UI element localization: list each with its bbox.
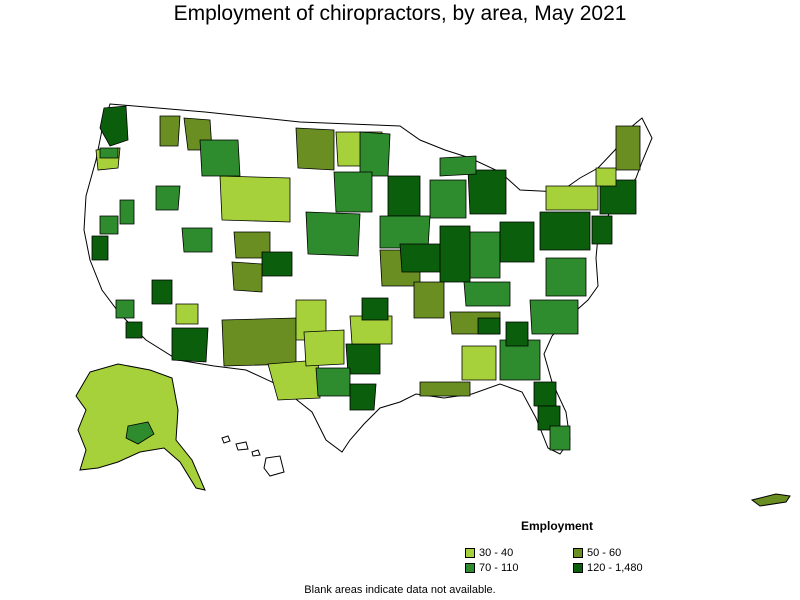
region-fargo	[359, 131, 391, 177]
region-atlanta	[505, 321, 529, 347]
hawaii-islands	[221, 435, 285, 477]
region-tulsa	[361, 297, 389, 321]
region-maine	[615, 125, 641, 171]
region-nashville	[477, 317, 501, 335]
region-tx-west	[267, 359, 321, 401]
region-tx-central	[315, 367, 351, 397]
legend-swatch-50-60	[573, 548, 583, 558]
region-mi-north	[439, 155, 477, 177]
region-nyc	[591, 215, 613, 245]
footnote: Blank areas indicate data not available.	[304, 584, 496, 596]
region-indiana	[469, 231, 501, 279]
region-michigan	[467, 169, 507, 215]
region-montana-central	[199, 139, 241, 177]
legend-item-120-1480: 120 - 1,480	[573, 562, 643, 574]
legend-title: Employment	[521, 519, 594, 533]
region-fl-north	[533, 381, 557, 407]
region-phoenix	[171, 327, 209, 363]
region-iowa	[399, 243, 441, 273]
region-wisconsin	[429, 179, 467, 219]
legend-swatch-70-110	[465, 563, 475, 573]
region-alabama	[461, 345, 497, 381]
region-minneapolis	[387, 175, 421, 217]
region-las-vegas	[151, 279, 173, 305]
region-kentucky	[463, 281, 511, 307]
legend-label-30-40: 30 - 40	[479, 547, 514, 559]
region-reno	[119, 199, 135, 225]
region-nd-west	[295, 127, 335, 171]
region-houston	[349, 383, 377, 411]
region-wyoming	[219, 175, 291, 223]
region-bay-area	[91, 235, 109, 261]
region-tx-north	[303, 329, 345, 367]
region-vermont	[595, 167, 617, 187]
alaska-anchorage-area	[125, 421, 155, 445]
region-az-north	[175, 303, 199, 325]
region-pennsylvania	[539, 211, 591, 251]
region-missouri	[413, 281, 445, 319]
legend-swatch-30-40	[465, 548, 475, 558]
region-ny-upstate	[545, 185, 599, 211]
region-co-south	[231, 261, 263, 293]
region-boise	[155, 185, 181, 211]
region-denver	[261, 251, 293, 277]
employment-regions	[91, 105, 641, 451]
region-portland	[99, 147, 119, 159]
region-spokane	[159, 115, 181, 147]
map-title: Employment of chiropractors, by area, Ma…	[173, 2, 627, 25]
puerto-rico	[750, 493, 791, 507]
region-dallas	[345, 343, 381, 375]
region-illinois	[439, 225, 471, 283]
legend-swatch-120-1480	[573, 563, 583, 573]
legend-item-30-40: 30 - 40	[465, 547, 513, 559]
region-mn-south	[379, 215, 431, 249]
legend-item-70-110: 70 - 110	[465, 562, 519, 574]
region-la	[115, 299, 135, 319]
region-carolinas	[529, 299, 579, 335]
region-utah	[181, 227, 213, 253]
region-sd-east	[333, 171, 373, 213]
legend-label-70-110: 70 - 110	[479, 562, 519, 574]
region-sacramento	[99, 215, 119, 235]
region-virginia	[545, 257, 587, 297]
legend-item-50-60: 50 - 60	[573, 547, 621, 559]
region-seattle	[99, 105, 129, 147]
region-gulf-coast	[419, 381, 471, 397]
region-new-england	[599, 179, 637, 215]
legend-label-50-60: 50 - 60	[587, 547, 622, 559]
legend-label-120-1480: 120 - 1,480	[587, 562, 643, 574]
region-nm	[221, 317, 297, 367]
region-nebraska	[305, 211, 361, 257]
region-ohio	[499, 221, 535, 263]
region-fl-south	[549, 425, 571, 451]
region-san-diego	[125, 321, 143, 339]
